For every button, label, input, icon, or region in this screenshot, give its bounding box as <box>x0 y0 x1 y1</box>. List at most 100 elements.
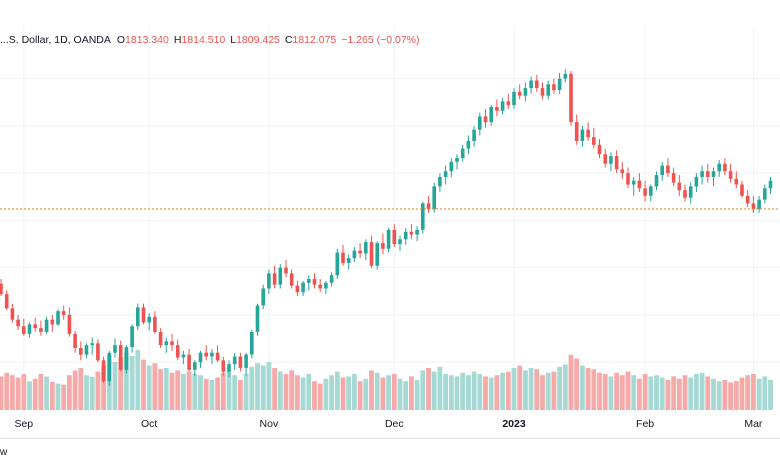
volume-bar <box>619 375 625 410</box>
volume-bar <box>175 370 181 410</box>
volume-bar <box>494 375 500 410</box>
change-value: −1.265 (−0.07%) <box>341 34 420 46</box>
candle-down <box>318 284 322 289</box>
volume-bar <box>89 377 95 410</box>
close-label: C <box>284 34 293 46</box>
candle-up <box>301 282 305 293</box>
volume-bar <box>551 371 557 410</box>
volume-bar <box>192 374 198 410</box>
candle-down <box>79 348 83 355</box>
volume-bar <box>608 376 614 410</box>
volume-bar <box>352 374 357 410</box>
volume-bar <box>745 375 751 410</box>
volume-bar <box>152 363 158 410</box>
candle-up <box>261 288 265 306</box>
candle-up <box>449 161 454 172</box>
volume-bar <box>580 365 585 410</box>
ohlc-legend: ...S. Dollar, 1D, OANDA O 1813.340 H 1814.… <box>0 33 420 47</box>
candle-down <box>506 101 511 106</box>
volume-bar <box>283 374 289 410</box>
volume-bar <box>255 363 260 410</box>
volume-bar <box>642 374 648 410</box>
volume-bar <box>471 371 477 410</box>
volume-bar <box>249 366 255 410</box>
x-tick-label: Feb <box>636 418 655 430</box>
open-value: 1813.340 <box>125 34 169 46</box>
volume-bar <box>0 376 4 410</box>
candle-up <box>56 311 60 325</box>
volume-bar <box>15 377 21 410</box>
volume-bar <box>112 362 118 410</box>
candle-up <box>460 148 465 159</box>
candle-down <box>369 242 374 266</box>
volume-bar <box>329 375 334 410</box>
volume-bar <box>312 381 317 410</box>
candle-up <box>563 73 568 79</box>
volume-bar <box>84 375 89 410</box>
volume-bar <box>705 376 711 410</box>
volume-bar <box>243 374 249 410</box>
grid-layer <box>0 26 780 410</box>
volume-bar <box>306 374 312 410</box>
footer-divider <box>0 438 780 439</box>
candle-up <box>27 324 32 334</box>
candle-up <box>688 186 693 198</box>
volume-bar <box>386 375 391 410</box>
candle-up <box>250 331 254 355</box>
candle-up <box>267 273 271 289</box>
volume-bar <box>431 371 437 410</box>
candle-down <box>284 267 288 274</box>
candle-down <box>295 285 300 293</box>
candle-up <box>717 163 721 172</box>
candle-down <box>409 231 414 235</box>
volume-bar <box>597 372 602 410</box>
candle-down <box>73 333 77 349</box>
candle-down <box>312 279 317 285</box>
candle-down <box>50 319 55 325</box>
candle-down <box>67 314 72 334</box>
candle-down <box>671 173 676 183</box>
candle-up <box>130 326 134 348</box>
volume-bar <box>44 376 49 410</box>
candle-up <box>227 364 231 372</box>
volume-bar <box>631 375 637 410</box>
volume-bar <box>55 383 61 410</box>
candle-down <box>626 173 630 185</box>
volume-bar <box>61 384 67 410</box>
candle-down <box>751 203 756 210</box>
volume-bar <box>277 371 283 410</box>
volume-bar <box>198 375 203 410</box>
candle-layer <box>0 69 773 386</box>
candle-down <box>666 165 670 174</box>
candle-down <box>574 122 579 142</box>
candle-up <box>455 158 459 162</box>
candle-up <box>364 242 368 254</box>
volume-bar <box>682 375 688 410</box>
candle-up <box>90 343 94 346</box>
volume-bar <box>158 369 163 410</box>
candle-up <box>711 171 716 177</box>
candle-up <box>346 258 351 263</box>
candle-down <box>16 319 20 327</box>
candle-down <box>215 352 220 361</box>
candle-up <box>466 141 471 149</box>
candle-down <box>495 106 499 111</box>
volume-bar <box>654 375 659 410</box>
low-label: L <box>230 34 237 46</box>
candle-up <box>352 250 357 259</box>
candle-up <box>523 88 528 96</box>
candle-up <box>631 180 636 185</box>
candle-up <box>324 282 328 289</box>
candle-down <box>289 273 294 286</box>
candle-down <box>603 154 607 164</box>
candle-up <box>375 243 379 266</box>
volume-bar <box>460 372 466 410</box>
volume-bar <box>562 364 568 410</box>
volume-bar <box>676 378 682 410</box>
volume-bar <box>295 375 300 410</box>
candle-up <box>557 78 562 90</box>
volume-bar <box>574 358 580 410</box>
close-value: 1812.075 <box>292 34 337 46</box>
open-label: O <box>116 34 126 46</box>
candle-down <box>141 307 146 323</box>
